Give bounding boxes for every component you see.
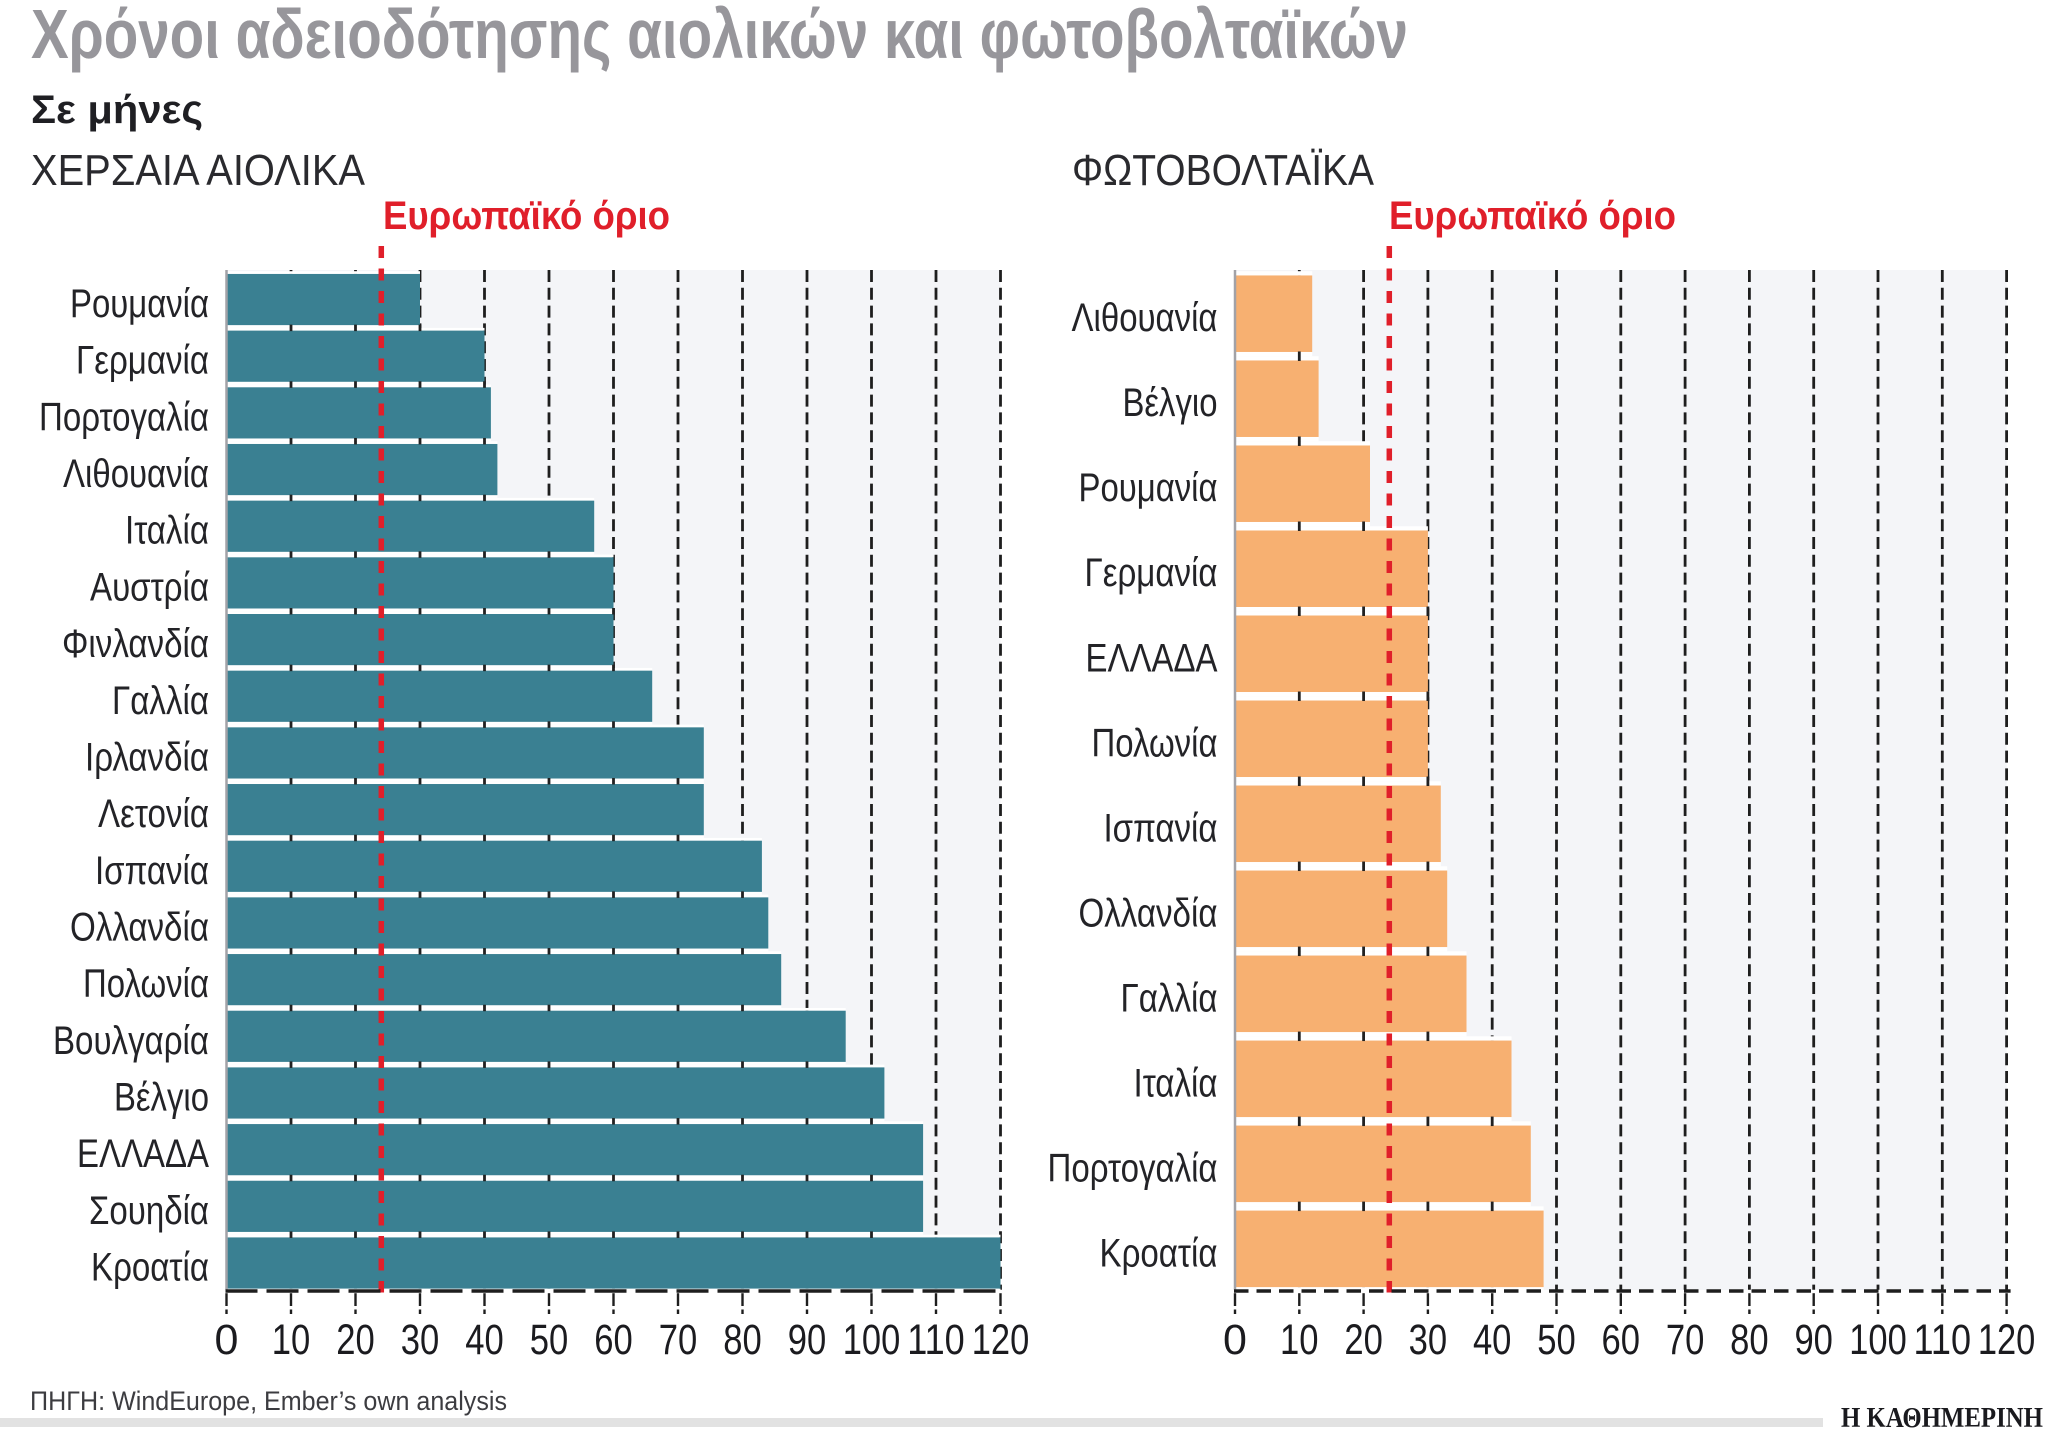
svg-text:ΠΗΓΗ: WindEurope, Ember’s own: ΠΗΓΗ: WindEurope, Ember’s own analysis <box>30 1386 507 1416</box>
svg-text:Λετονία: Λετονία <box>98 792 209 836</box>
svg-text:Βέλγιο: Βέλγιο <box>114 1076 209 1120</box>
svg-text:Πολωνία: Πολωνία <box>1092 721 1218 765</box>
svg-text:70: 70 <box>659 1316 698 1364</box>
svg-text:Ιταλία: Ιταλία <box>1134 1061 1218 1105</box>
svg-text:Ολλανδία: Ολλανδία <box>1079 891 1218 935</box>
svg-text:Ιταλία: Ιταλία <box>125 509 209 553</box>
svg-text:Ισπανία: Ισπανία <box>1104 806 1218 850</box>
svg-text:Ευρωπαϊκό όριο: Ευρωπαϊκό όριο <box>1389 194 1676 238</box>
svg-text:ΧΕΡΣΑΙΑ ΑΙΟΛΙΚΑ: ΧΕΡΣΑΙΑ ΑΙΟΛΙΚΑ <box>31 146 366 195</box>
svg-text:40: 40 <box>1473 1316 1512 1364</box>
svg-text:Σουηδία: Σουηδία <box>89 1189 209 1233</box>
svg-text:20: 20 <box>1344 1316 1383 1364</box>
svg-text:Ρουμανία: Ρουμανία <box>1079 466 1218 510</box>
svg-text:80: 80 <box>723 1316 762 1364</box>
svg-text:Κροατία: Κροατία <box>1100 1231 1218 1275</box>
svg-text:Φινλανδία: Φινλανδία <box>62 622 209 666</box>
svg-text:50: 50 <box>530 1316 569 1364</box>
svg-text:110: 110 <box>907 1316 965 1364</box>
svg-text:10: 10 <box>1280 1316 1319 1364</box>
svg-text:Σε μήνες: Σε μήνες <box>31 88 203 132</box>
svg-text:60: 60 <box>594 1316 633 1364</box>
svg-text:Πορτογαλία: Πορτογαλία <box>1048 1146 1218 1190</box>
svg-text:Βουλγαρία: Βουλγαρία <box>53 1019 209 1063</box>
svg-text:Λιθουανία: Λιθουανία <box>1072 296 1218 340</box>
svg-text:70: 70 <box>1666 1316 1705 1364</box>
svg-text:Ρουμανία: Ρουμανία <box>70 282 209 326</box>
svg-text:Η ΚΑΘΗΜΕΡΙΝΗ: Η ΚΑΘΗΜΕΡΙΝΗ <box>1841 1403 2043 1434</box>
svg-text:100: 100 <box>843 1316 901 1364</box>
svg-text:Χρόνοι αδειοδότησης αιολικών κ: Χρόνοι αδειοδότησης αιολικών και φωτοβολ… <box>31 0 1408 73</box>
svg-text:120: 120 <box>1978 1316 2036 1364</box>
svg-text:30: 30 <box>401 1316 440 1364</box>
svg-text:Ευρωπαϊκό όριο: Ευρωπαϊκό όριο <box>383 194 670 238</box>
svg-text:20: 20 <box>336 1316 375 1364</box>
svg-text:90: 90 <box>788 1316 827 1364</box>
svg-text:ΕΛΛΑΔΑ: ΕΛΛΑΔΑ <box>1086 636 1218 680</box>
svg-text:50: 50 <box>1537 1316 1576 1364</box>
svg-text:Βέλγιο: Βέλγιο <box>1123 381 1218 425</box>
svg-text:60: 60 <box>1602 1316 1641 1364</box>
svg-text:Αυστρία: Αυστρία <box>90 565 209 609</box>
svg-text:Ισπανία: Ισπανία <box>95 849 209 893</box>
svg-text:0: 0 <box>215 1316 239 1364</box>
svg-text:Γαλλία: Γαλλία <box>1121 976 1218 1020</box>
svg-text:Ολλανδία: Ολλανδία <box>70 906 209 950</box>
svg-text:80: 80 <box>1730 1316 1769 1364</box>
svg-text:ΦΩΤΟΒΟΛΤΑΪΚΑ: ΦΩΤΟΒΟΛΤΑΪΚΑ <box>1072 146 1375 195</box>
svg-text:Κροατία: Κροατία <box>91 1246 209 1290</box>
svg-text:110: 110 <box>1914 1316 1972 1364</box>
svg-text:0: 0 <box>1223 1316 1247 1364</box>
svg-text:Γερμανία: Γερμανία <box>1085 551 1218 595</box>
svg-text:Πορτογαλία: Πορτογαλία <box>39 395 209 439</box>
svg-text:Λιθουανία: Λιθουανία <box>63 452 209 496</box>
svg-text:40: 40 <box>465 1316 504 1364</box>
svg-text:Ιρλανδία: Ιρλανδία <box>85 735 209 779</box>
svg-text:ΕΛΛΑΔΑ: ΕΛΛΑΔΑ <box>77 1132 209 1176</box>
svg-text:10: 10 <box>272 1316 311 1364</box>
svg-text:30: 30 <box>1409 1316 1448 1364</box>
svg-text:Πολωνία: Πολωνία <box>83 962 209 1006</box>
svg-text:100: 100 <box>1849 1316 1907 1364</box>
svg-text:Γαλλία: Γαλλία <box>112 679 209 723</box>
svg-text:Γερμανία: Γερμανία <box>76 339 209 383</box>
svg-text:90: 90 <box>1794 1316 1833 1364</box>
svg-text:120: 120 <box>972 1316 1030 1364</box>
